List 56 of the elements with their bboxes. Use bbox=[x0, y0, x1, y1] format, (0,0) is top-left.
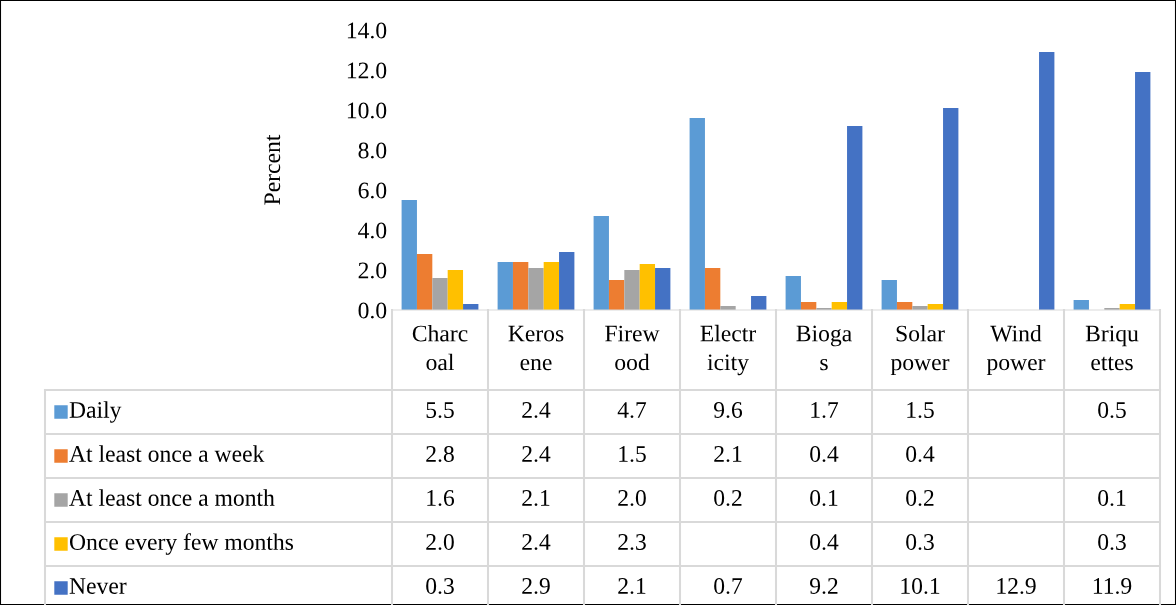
data-label: 0.5 bbox=[1098, 401, 1126, 419]
data-label: 0.2 bbox=[906, 489, 934, 507]
data-label: 0.4 bbox=[810, 533, 839, 551]
data-label: 1.7 bbox=[811, 402, 839, 419]
x-tick-label: Wind power bbox=[986, 324, 1046, 376]
data-label: 0.4 bbox=[810, 445, 839, 463]
x-tick-label: Electr icity bbox=[700, 324, 756, 376]
x-tick-label: Bioga s bbox=[796, 325, 852, 371]
data-label: 0.3 bbox=[1098, 533, 1126, 551]
data-label: 11.9 bbox=[1093, 578, 1132, 595]
data-label: 0.3 bbox=[426, 577, 454, 595]
y-tick-label: 8.0 bbox=[358, 142, 387, 159]
data-label: 2.1 bbox=[618, 578, 646, 595]
legend-label: At least once a week bbox=[69, 445, 265, 462]
data-label: 2.1 bbox=[522, 490, 550, 507]
data-label: 0.2 bbox=[714, 489, 742, 507]
y-axis-title: Percent bbox=[264, 134, 281, 205]
data-label: 2.4 bbox=[522, 534, 551, 551]
data-label: 2.4 bbox=[522, 446, 551, 463]
legend-label: Daily bbox=[69, 401, 122, 423]
y-tick-label: 14.0 bbox=[347, 22, 387, 39]
data-label: 0.1 bbox=[810, 489, 838, 507]
data-label: 1.5 bbox=[619, 446, 646, 463]
data-label: 5.5 bbox=[426, 402, 454, 419]
data-label: 0.4 bbox=[906, 445, 935, 463]
data-label: 4.7 bbox=[617, 402, 647, 419]
data-label: 9.6 bbox=[714, 402, 743, 419]
data-label: 0.7 bbox=[714, 577, 743, 595]
data-label: 2.8 bbox=[426, 445, 454, 463]
data-label: 2.1 bbox=[714, 446, 742, 463]
legend-label: Once every few months bbox=[69, 533, 294, 555]
x-tick-label: Charc oal bbox=[412, 324, 468, 371]
y-tick-label: 12.0 bbox=[347, 62, 387, 79]
data-label: 2.0 bbox=[618, 489, 646, 507]
data-label: 12.9 bbox=[997, 578, 1036, 595]
data-label: 2.3 bbox=[618, 534, 646, 551]
data-label: 2.9 bbox=[522, 578, 550, 595]
data-label: 2.4 bbox=[522, 402, 551, 419]
y-tick-label: 10.0 bbox=[347, 102, 387, 119]
legend-label: At least once a month bbox=[69, 489, 275, 506]
data-label: 0.3 bbox=[906, 533, 934, 551]
x-tick-label: Keros ene bbox=[508, 325, 564, 371]
x-tick-label: Solar power bbox=[890, 324, 950, 376]
data-label: 10.1 bbox=[901, 577, 940, 595]
data-label: 9.2 bbox=[810, 578, 838, 595]
data-label: 2.0 bbox=[426, 533, 454, 551]
y-tick-label: 0.0 bbox=[358, 302, 387, 319]
y-tick-label: 6.0 bbox=[358, 182, 387, 199]
legend-label: Never bbox=[69, 578, 127, 594]
data-label: 0.1 bbox=[1098, 489, 1126, 507]
x-tick-label: Firew ood bbox=[605, 325, 660, 371]
data-label: 1.5 bbox=[907, 402, 934, 419]
x-tick-label: Briqu ettes bbox=[1085, 325, 1139, 371]
data-label: 1.6 bbox=[427, 490, 455, 507]
y-tick-label: 4.0 bbox=[358, 222, 387, 239]
y-tick-label: 2.0 bbox=[358, 262, 387, 279]
